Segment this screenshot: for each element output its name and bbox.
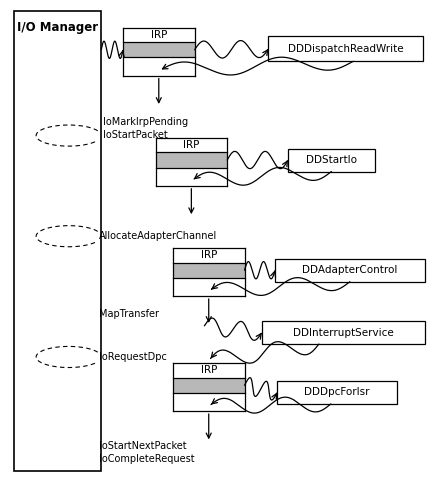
Text: DDInterruptService: DDInterruptService <box>293 328 394 337</box>
Bar <box>173 363 245 411</box>
Bar <box>123 28 194 76</box>
Bar <box>173 278 245 296</box>
Text: DDDpcForIsr: DDDpcForIsr <box>304 388 370 398</box>
Bar <box>156 168 227 186</box>
Bar <box>173 377 245 393</box>
Text: DDAdapterControl: DDAdapterControl <box>302 265 398 275</box>
Bar <box>173 263 245 278</box>
Text: IRP: IRP <box>201 365 217 375</box>
Bar <box>156 152 227 168</box>
Bar <box>173 393 245 411</box>
Bar <box>268 36 423 61</box>
Bar <box>123 57 194 76</box>
Bar <box>173 363 245 377</box>
Text: DDDispatchReadWrite: DDDispatchReadWrite <box>288 44 403 54</box>
Text: AllocateAdapterChannel: AllocateAdapterChannel <box>99 231 217 241</box>
Bar <box>156 138 227 186</box>
Bar <box>14 11 101 471</box>
Bar <box>123 42 194 57</box>
Bar <box>156 138 227 152</box>
Text: IRP: IRP <box>183 140 200 150</box>
Text: IoStartNextPacket
IoCompleteRequest: IoStartNextPacket IoCompleteRequest <box>99 442 195 464</box>
Text: I/O Manager: I/O Manager <box>17 21 98 34</box>
Bar <box>288 148 375 172</box>
Text: IRP: IRP <box>201 250 217 260</box>
Bar <box>173 248 245 296</box>
Text: DDStartIo: DDStartIo <box>306 155 357 165</box>
Text: IRP: IRP <box>151 30 167 40</box>
Bar <box>277 381 396 404</box>
Bar <box>123 28 194 42</box>
Text: IoRequestDpc: IoRequestDpc <box>99 352 167 362</box>
Bar <box>275 259 425 282</box>
Text: MapTransfer: MapTransfer <box>99 309 159 319</box>
Bar <box>173 248 245 263</box>
Text: IoMarkIrpPending
IoStartPacket: IoMarkIrpPending IoStartPacket <box>104 117 188 140</box>
Bar <box>262 321 425 344</box>
